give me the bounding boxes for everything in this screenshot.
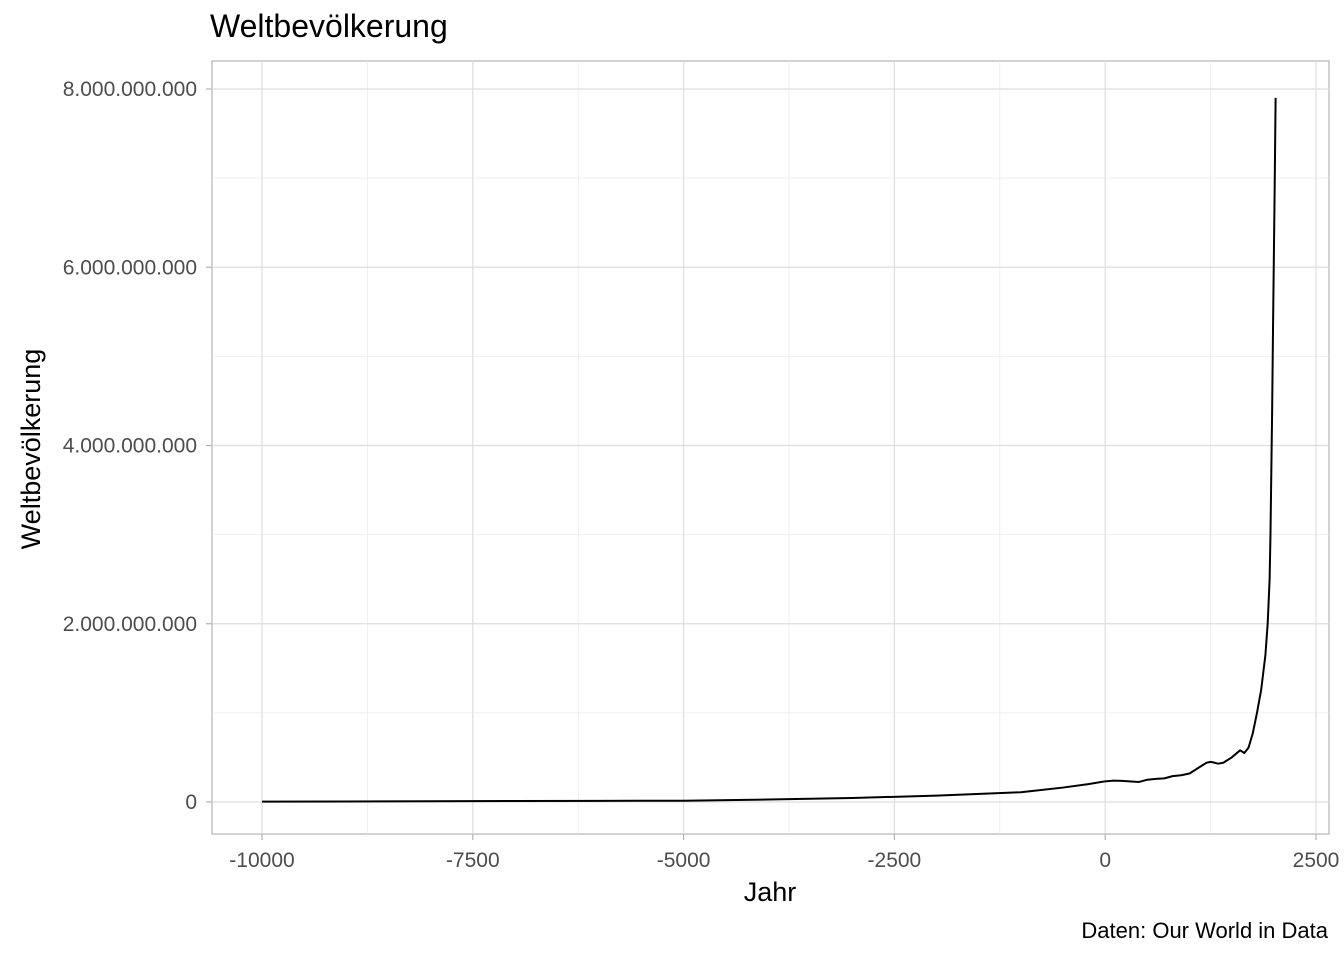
y-axis-title: Weltbevölkerung [16,349,46,550]
x-axis-title: Jahr [744,877,797,907]
x-tick-label: 2500 [1293,849,1340,872]
x-tick-label: 0 [1099,849,1111,872]
plot-panel [211,60,1330,835]
x-axis-tick-labels: -10000 -7500 -5000 -2500 0 2500 [229,849,1339,872]
y-tick-label: 6.000.000.000 [63,256,197,279]
population-line [261,97,1277,803]
y-axis-ticks [206,88,212,803]
minor-grid [212,61,1329,834]
chart-title: Weltbevölkerung [210,8,448,44]
x-tick-label: -5000 [657,849,711,872]
y-tick-label: 8.000.000.000 [63,78,197,101]
y-tick-label: 4.000.000.000 [63,435,197,458]
caption: Daten: Our World in Data [1081,918,1328,943]
x-axis-ticks [261,834,1317,840]
x-tick-label: -7500 [446,849,500,872]
y-tick-label: 0 [185,791,197,814]
y-axis-tick-labels: 0 2.000.000.000 4.000.000.000 6.000.000.000… [63,78,197,814]
x-tick-label: -2500 [868,849,922,872]
x-tick-label: -10000 [229,849,294,872]
y-tick-label: 2.000.000.000 [63,613,197,636]
